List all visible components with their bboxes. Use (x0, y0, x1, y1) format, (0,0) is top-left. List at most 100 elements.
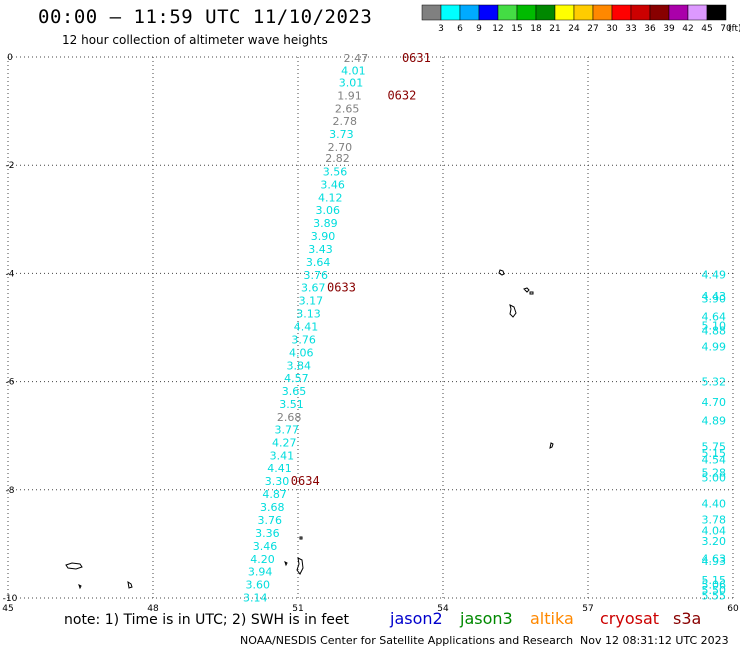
x-tick-label: 48 (147, 604, 159, 614)
swh-value: 3.73 (329, 128, 354, 141)
colorbar-swatch (592, 4, 613, 21)
grid-lines (7, 56, 734, 599)
island-outline (65, 562, 83, 570)
swh-value: 3.36 (255, 527, 280, 540)
island-outline (78, 584, 82, 590)
swh-value: 3.13 (296, 307, 321, 320)
swh-value: 4.41 (267, 462, 292, 475)
swh-value-edge: 4.04 (702, 524, 727, 537)
island-outline (498, 269, 505, 276)
swh-value: 2.65 (335, 102, 360, 115)
swh-value: 3.76 (291, 333, 316, 346)
legend-s3a: s3a (673, 609, 702, 628)
swh-value: 3.60 (245, 578, 270, 591)
island-outline (284, 561, 288, 567)
colorbar-swatch (687, 4, 708, 21)
swh-value: 3.46 (320, 179, 345, 192)
colorbar-tick-label: 39 (663, 24, 675, 34)
legend-jason2: jason2 (390, 609, 443, 628)
swh-value-edge: 4.99 (702, 340, 727, 353)
colorbar-swatch (535, 4, 556, 21)
swh-value: 3.46 (253, 540, 278, 553)
swh-value-edge: 4.40 (702, 497, 727, 510)
swh-value: 3.41 (270, 450, 295, 463)
swh-value: 3.06 (316, 204, 341, 217)
colorbar-tick-label: 27 (587, 24, 598, 34)
pass-time-label: 0631 (402, 51, 431, 65)
swh-value: 3.01 (339, 76, 364, 89)
x-tick-label: 54 (437, 604, 449, 614)
colorbar-tick-label: 9 (476, 24, 482, 34)
swh-value: 4.06 (289, 346, 314, 359)
swh-value-edge: 4.93 (702, 555, 727, 568)
island-outline (299, 536, 303, 540)
x-tick-label: 57 (582, 604, 593, 614)
footnote: note: 1) Time is in UTC; 2) SWH is in fe… (64, 612, 350, 628)
colorbar-swatch (630, 4, 651, 21)
pass-time-label: 0634 (291, 474, 320, 488)
colorbar-tick-label: 3 (438, 24, 444, 34)
axis-tick-labels: 45 48 51 54 57 60 0 -2 -4 -6 -8 -10 (2, 53, 739, 614)
legend-cryosat: cryosat (600, 609, 660, 628)
swh-value: 3.89 (313, 217, 338, 230)
colorbar-swatch (459, 4, 480, 21)
colorbar-swatch (573, 4, 594, 21)
generated-timestamp: Nov 12 08:31:12 UTC 2023 (580, 634, 729, 647)
swh-value-edge: 5.75 (702, 441, 727, 454)
legend-altika: altika (530, 609, 574, 628)
colorbar-swatch (611, 4, 632, 21)
swh-value-edge: 4.89 (702, 415, 727, 428)
colorbar-tick-label: 18 (530, 24, 542, 34)
swh-value-edge: 4.64 (702, 311, 727, 324)
island-outline (127, 580, 133, 589)
swh-readings: 2.474.013.011.912.652.783.732.702.823.56… (243, 51, 726, 604)
pass-time-label: 0632 (387, 88, 416, 102)
swh-value: 3.94 (248, 565, 273, 578)
colorbar-tick-label: 42 (682, 24, 693, 34)
y-tick-label: 0 (7, 53, 13, 63)
swh-value: 4.41 (294, 320, 319, 333)
island-outline (509, 304, 517, 318)
swh-value: 3.30 (265, 475, 290, 488)
credit-line: NOAA/NESDIS Center for Satellite Applica… (240, 634, 574, 647)
colorbar-tick-label: 15 (511, 24, 522, 34)
island-outline (523, 287, 534, 295)
island-outline (549, 442, 554, 449)
colorbar-tick-label: 33 (625, 24, 636, 34)
chart-title: 00:00 – 11:59 UTC 11/10/2023 (38, 6, 373, 28)
x-tick-label: 45 (2, 604, 13, 614)
colorbar-tick-label: 21 (549, 24, 560, 34)
colorbar-swatch (478, 4, 499, 21)
swh-value-edge: 4.63 (702, 553, 727, 566)
colorbar-unit: (ft) (728, 24, 740, 34)
swh-value-edge: 5.32 (702, 376, 727, 389)
island-outlines (65, 269, 554, 590)
swh-value: 3.65 (282, 385, 307, 398)
swh-value: 3.68 (260, 501, 285, 514)
swh-value-edge: 3.78 (702, 514, 727, 527)
swh-value-edge: 4.54 (702, 454, 727, 467)
colorbar-swatch (497, 4, 518, 21)
swh-value: 2.68 (277, 411, 302, 424)
colorbar-tick-label: 24 (568, 24, 580, 34)
swh-value: 3.43 (308, 243, 333, 256)
swh-value-edge: 3.20 (702, 535, 727, 548)
swh-value: 2.78 (332, 115, 357, 128)
swh-value: 4.57 (284, 372, 309, 385)
colorbar-tick-label: 45 (701, 24, 712, 34)
colorbar-swatch (649, 4, 670, 21)
legend-jason3: jason3 (460, 609, 513, 628)
swh-value: 3.76 (258, 514, 283, 527)
swh-value-edge: 5.10 (702, 319, 727, 332)
swh-value: 3.17 (299, 294, 324, 307)
swh-value: 3.77 (274, 424, 299, 437)
swh-value: 3.51 (279, 398, 304, 411)
swh-value-edge: 5.28 (702, 466, 727, 479)
colorbar-tick-label: 6 (457, 24, 463, 34)
swh-value: 4.20 (250, 553, 275, 566)
swh-value-edge: 4.43 (702, 290, 727, 303)
colorbar-swatch (440, 4, 461, 21)
swh-value: 2.70 (328, 141, 353, 154)
swh-value: 2.82 (325, 152, 350, 165)
swh-value: 4.01 (341, 65, 366, 78)
